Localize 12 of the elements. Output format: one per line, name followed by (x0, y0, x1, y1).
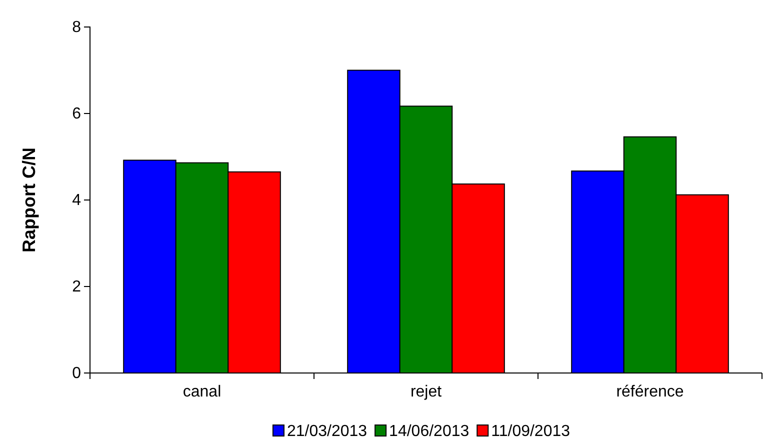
y-axis-title: Rapport C/N (19, 148, 39, 252)
y-tick-label: 2 (72, 278, 82, 296)
y-tick-label: 4 (72, 192, 82, 210)
legend-label: 14/06/2013 (389, 423, 470, 440)
y-tick-label: 0 (72, 365, 82, 382)
x-tick-label: référence (616, 383, 684, 400)
y-tick-label: 8 (72, 19, 82, 36)
y-tick-label: 6 (72, 106, 82, 123)
x-tick-label: rejet (410, 383, 442, 400)
legend-label: 11/09/2013 (491, 423, 570, 440)
x-tick-label: canal (182, 383, 222, 400)
legend-label: 21/03/2013 (286, 423, 368, 440)
